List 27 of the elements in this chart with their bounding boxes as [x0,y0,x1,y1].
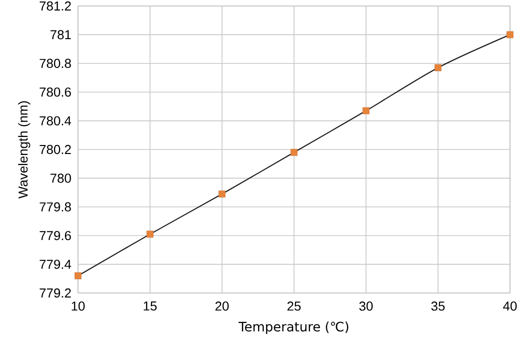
y-tick-label: 780.4 [40,116,72,126]
point [362,107,370,114]
y-tick-label: 779.8 [40,202,71,212]
y-tick-label: 780.6 [40,88,71,97]
y-axis-title: Wavelength (nm) [18,101,30,198]
x-tick-label: 15 [144,302,157,311]
point [290,148,298,156]
y-tick-label: 780.2 [40,144,71,154]
y-tick-label: 779.4 [40,260,72,269]
x-tick-label: 30 [359,302,373,311]
x-axis-title: Temperature (℃) [238,322,348,334]
y-tick-label: 780 [50,174,71,183]
y-tick-label: 779.6 [40,231,71,240]
x-tick-label: 25 [287,302,301,311]
y-tick-label: 781.2 [40,1,71,11]
point [506,31,514,38]
point [218,190,226,198]
x-tick-label: 10 [72,302,85,311]
y-tick-label: 781 [50,30,71,40]
x-tick-label: 35 [431,302,445,311]
point [434,64,442,72]
x-tick-label: 20 [215,302,229,311]
y-tick-label: 780.8 [40,58,71,68]
y-tick-label: 779.2 [40,288,71,298]
x-tick-label: 40 [503,302,517,311]
point [74,272,82,280]
point [146,230,154,238]
